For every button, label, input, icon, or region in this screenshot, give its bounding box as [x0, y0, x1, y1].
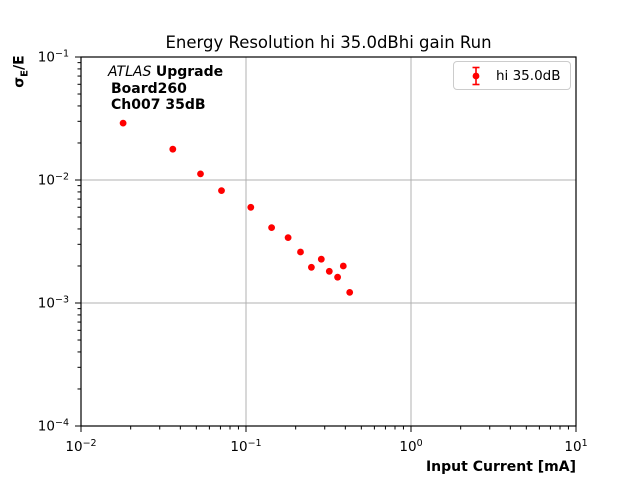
- ylabel-sigma: σ: [11, 76, 28, 88]
- ylabel-subscript: E: [19, 69, 31, 77]
- svg-text:100: 100: [399, 438, 422, 455]
- svg-text:10−3: 10−3: [38, 295, 69, 312]
- legend: hi 35.0dB: [453, 61, 571, 90]
- svg-text:10−2: 10−2: [38, 172, 69, 189]
- legend-label: hi 35.0dB: [496, 67, 561, 84]
- svg-text:10−1: 10−1: [230, 438, 261, 455]
- annotation-line-1: ATLAS Upgrade: [108, 64, 223, 81]
- annotation-upgrade-text: Upgrade: [155, 64, 224, 80]
- annotation: ATLAS Upgrade Board260 Ch007 35dB: [108, 64, 223, 114]
- svg-text:101: 101: [564, 438, 587, 455]
- annotation-atlas-text: ATLAS: [108, 64, 152, 80]
- annotation-line-2: Board260: [111, 80, 187, 97]
- svg-text:10−1: 10−1: [38, 49, 69, 66]
- errorbar-marker-icon: [472, 66, 480, 85]
- chart-title: Energy Resolution hi 35.0dBhi gain Run: [165, 33, 492, 52]
- annotation-line-3: Ch007 35dB: [111, 97, 206, 113]
- svg-text:10−2: 10−2: [65, 438, 96, 455]
- ylabel-rest: /E: [11, 55, 28, 70]
- y-axis-label: σE/E: [11, 40, 31, 104]
- svg-text:10−4: 10−4: [38, 418, 69, 435]
- x-axis-label: Input Current [mA]: [425, 459, 576, 475]
